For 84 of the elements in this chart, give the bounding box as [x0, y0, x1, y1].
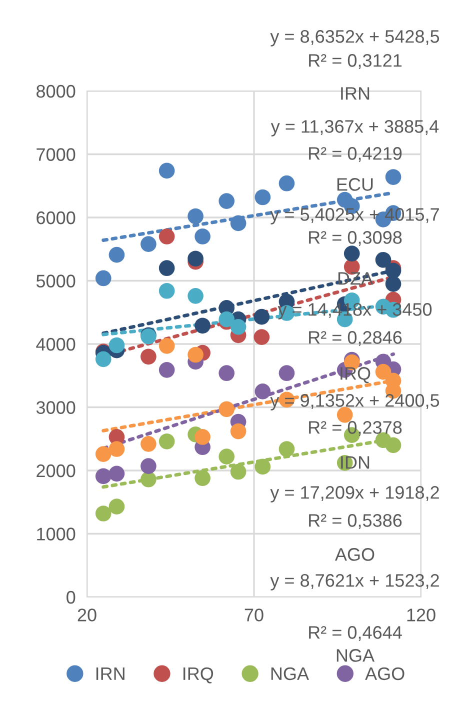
point [108, 498, 125, 514]
point [385, 169, 402, 185]
annotation: R² = 0,5386 [309, 514, 402, 529]
point [375, 252, 392, 268]
y-tick-label: 6000 [36, 211, 76, 224]
point [95, 351, 112, 368]
point [95, 506, 112, 522]
legend-label: IRQ [184, 667, 214, 684]
point [108, 441, 125, 457]
annotation: IRN [341, 87, 370, 100]
point [158, 433, 175, 450]
y-tick-label: 2000 [36, 464, 76, 478]
point [278, 441, 295, 457]
annotation: y = 8,7621x + 1523,2 [270, 574, 439, 590]
x-tick-label: 20 [78, 608, 96, 622]
point [158, 228, 175, 244]
point [254, 329, 270, 345]
x-tick-label: 120 [407, 608, 436, 622]
annotation: R² = 0,2846 [309, 331, 402, 346]
y-tick-label: 7000 [36, 148, 76, 161]
point [254, 458, 271, 475]
y-tick-label: 3000 [36, 401, 76, 414]
point [140, 471, 156, 488]
point [278, 365, 295, 382]
point [194, 318, 210, 334]
y-tick-label: 8000 [36, 84, 76, 98]
point [194, 228, 210, 244]
point [95, 270, 112, 286]
point [188, 288, 204, 304]
point [230, 423, 246, 440]
point [188, 250, 204, 267]
point [230, 215, 246, 232]
y-tick-label: 1000 [37, 528, 76, 540]
point [385, 276, 402, 292]
text: R² = 0,3121 [309, 54, 402, 69]
point [95, 446, 112, 462]
annotation: R² = 0,2378 [309, 421, 402, 436]
point [108, 337, 125, 354]
point [254, 308, 270, 325]
point [140, 348, 156, 365]
point [230, 319, 246, 335]
annotation: R² = 0,3098 [309, 231, 402, 246]
text: y = 8,6352x + 5428,5 [270, 30, 440, 46]
point [108, 246, 125, 263]
annotation: AGO [334, 548, 374, 561]
point [218, 193, 235, 209]
point [254, 189, 271, 206]
point [230, 464, 246, 480]
legend-label: AGO [365, 667, 404, 680]
point [158, 338, 175, 354]
point [194, 470, 210, 486]
point [158, 162, 175, 179]
point [254, 384, 271, 400]
annotation: y = 17,209x + 1918,2 [270, 486, 439, 502]
point [278, 175, 295, 192]
point [95, 468, 112, 484]
point [188, 208, 204, 224]
y-tick-label: 4000 [36, 338, 76, 351]
point [188, 346, 204, 363]
point [218, 365, 235, 382]
annotation: R² = 0,4219 [309, 147, 402, 162]
point [158, 362, 175, 378]
legend-label: NGA [271, 667, 310, 680]
text: R² = 0,4644 [309, 626, 402, 641]
point [140, 236, 156, 252]
text: NGA [336, 649, 375, 662]
point [375, 364, 392, 380]
point [158, 282, 175, 299]
annotation: ECU [337, 178, 373, 191]
annotation: IRQ [340, 367, 370, 384]
point [344, 246, 360, 262]
legend-label: IRN [96, 668, 124, 680]
annotation: y = 11,367x + 3885,4 [270, 120, 439, 136]
point [218, 448, 235, 465]
y-tick-label: 0 [66, 590, 76, 604]
point [385, 437, 402, 454]
y-tick-label: 5000 [36, 274, 76, 288]
point [158, 260, 175, 276]
point [108, 466, 125, 482]
point [140, 458, 156, 474]
point [218, 401, 235, 418]
x-tick-label: 70 [244, 608, 264, 622]
point [140, 436, 156, 452]
point [194, 429, 210, 445]
